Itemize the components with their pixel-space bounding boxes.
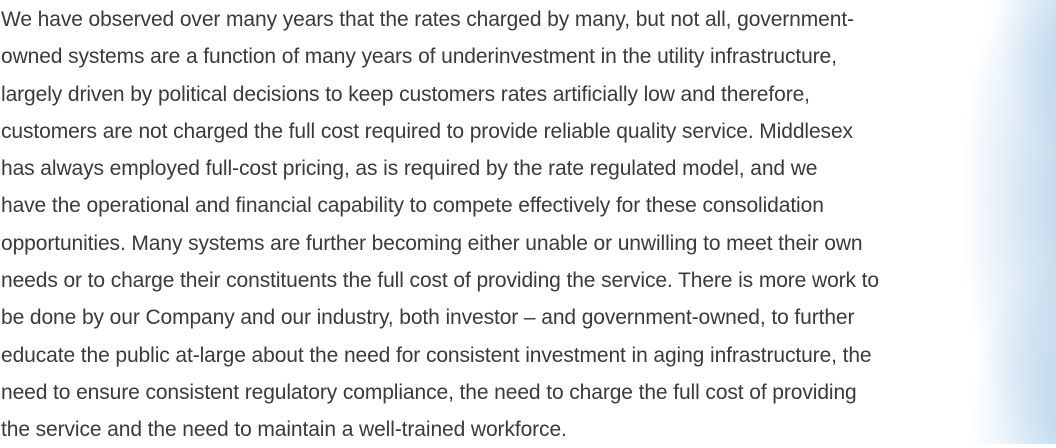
text-line: be done by our Company and our industry,… <box>1 306 855 330</box>
text-line: We have observed over many years that th… <box>1 8 854 31</box>
text-line: owned systems are a function of many yea… <box>1 45 837 69</box>
text-line: the service and the need to maintain a w… <box>1 418 567 442</box>
text-line: largely driven by political decisions to… <box>1 82 810 106</box>
text-line: customers are not charged the full cost … <box>1 119 853 143</box>
text-line: need to ensure consistent regulatory com… <box>1 380 857 404</box>
text-line: needs or to charge their constituents th… <box>1 269 879 293</box>
text-line: have the operational and financial capab… <box>1 194 824 218</box>
text-line: educate the public at-large about the ne… <box>1 343 872 367</box>
text-line: opportunities. Many systems are further … <box>1 231 863 255</box>
text-line: has always employed full-cost pricing, a… <box>1 157 818 181</box>
